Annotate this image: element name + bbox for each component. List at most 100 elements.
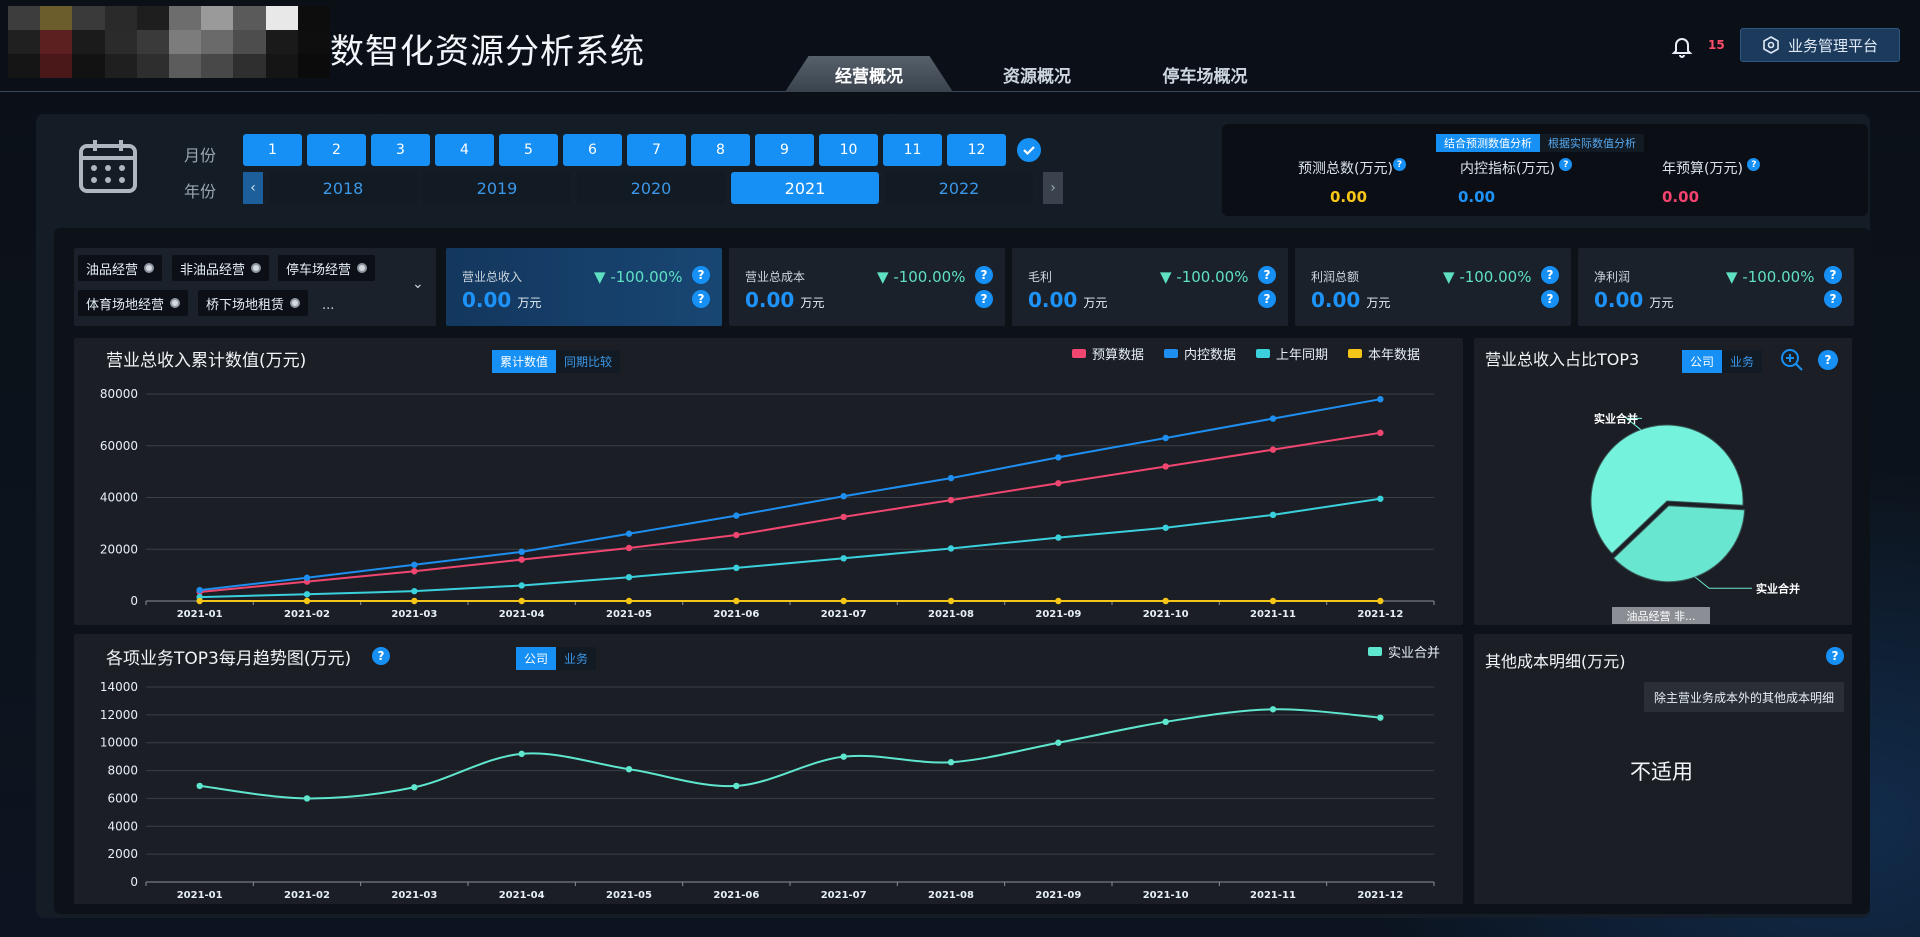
data-point[interactable] — [1055, 597, 1062, 605]
zoom-in-icon[interactable] — [1780, 348, 1804, 372]
data-point[interactable] — [196, 782, 203, 790]
data-point[interactable] — [303, 591, 311, 598]
data-point[interactable] — [1162, 524, 1169, 531]
data-point[interactable] — [947, 496, 955, 504]
help-icon[interactable]: ? — [1559, 158, 1573, 171]
confirm-check-button[interactable] — [1017, 138, 1041, 162]
help-icon[interactable]: ? — [1258, 266, 1276, 284]
data-point[interactable] — [1269, 415, 1277, 422]
data-point[interactable] — [1377, 495, 1384, 502]
legend-item[interactable]: 预算数据 — [1072, 344, 1144, 363]
data-point[interactable] — [947, 474, 955, 482]
data-point[interactable] — [947, 545, 955, 552]
bell-icon[interactable] — [1670, 34, 1694, 58]
help-icon[interactable]: ? — [975, 266, 993, 284]
data-point[interactable] — [1162, 718, 1169, 726]
data-point[interactable] — [303, 795, 311, 802]
legend-item[interactable]: 本年数据 — [1348, 344, 1420, 363]
help-icon[interactable]: ? — [1541, 290, 1559, 308]
data-point[interactable] — [947, 759, 955, 766]
data-point[interactable] — [303, 574, 311, 581]
help-icon[interactable]: ? — [372, 647, 390, 665]
data-point[interactable] — [733, 512, 740, 519]
help-icon[interactable]: ? — [1818, 350, 1838, 370]
filter-chip[interactable]: 停车场经营 — [278, 255, 376, 281]
data-point[interactable] — [518, 750, 525, 758]
data-point[interactable] — [840, 597, 847, 605]
chevron-left-icon[interactable]: ‹ — [243, 172, 263, 204]
data-point[interactable] — [625, 530, 633, 537]
data-point[interactable] — [411, 597, 418, 605]
data-point[interactable] — [625, 544, 633, 552]
month-button[interactable]: 10 — [819, 134, 878, 166]
data-point[interactable] — [196, 586, 203, 594]
data-point[interactable] — [1269, 511, 1277, 519]
toggle-business[interactable]: 业务 — [556, 647, 597, 670]
toggle-company[interactable]: 公司 — [1682, 350, 1723, 373]
toggle-yoy[interactable]: 同期比较 — [556, 350, 621, 373]
help-icon[interactable]: ? — [1826, 647, 1844, 665]
data-point[interactable] — [625, 765, 633, 773]
data-point[interactable] — [625, 597, 633, 605]
month-button[interactable]: 1 — [243, 134, 302, 166]
data-point[interactable] — [733, 564, 740, 572]
year-button[interactable]: 2020 — [577, 172, 725, 204]
tab-parking-overview[interactable]: 停车场概况 — [1162, 66, 1248, 87]
help-icon[interactable]: ? — [1541, 266, 1559, 284]
data-point[interactable] — [1377, 597, 1384, 605]
filter-chip[interactable]: 非油品经营 — [172, 255, 270, 281]
month-button[interactable]: 8 — [691, 134, 750, 166]
data-point[interactable] — [1162, 434, 1169, 442]
month-button[interactable]: 9 — [755, 134, 814, 166]
help-icon[interactable]: ? — [1747, 158, 1761, 171]
data-point[interactable] — [1162, 597, 1169, 605]
month-button[interactable]: 7 — [627, 134, 686, 166]
data-point[interactable] — [840, 555, 847, 562]
data-point[interactable] — [411, 568, 418, 575]
chevron-down-icon[interactable]: ⌄ — [412, 276, 424, 292]
kpi-card-gross-profit[interactable]: 毛利 0.00 万元 ▼ -100.00% ? ? — [1012, 248, 1288, 326]
help-icon[interactable]: ? — [975, 290, 993, 308]
legend-item[interactable]: 内控数据 — [1164, 344, 1236, 363]
help-icon[interactable]: ? — [1824, 290, 1842, 308]
month-button[interactable]: 3 — [371, 134, 430, 166]
data-point[interactable] — [1162, 463, 1169, 470]
data-point[interactable] — [1269, 706, 1277, 713]
kpi-card-cost[interactable]: 营业总成本 0.00 万元 ▼ -100.00% ? ? — [729, 248, 1005, 326]
help-icon[interactable]: ? — [1824, 266, 1842, 284]
month-button[interactable]: 12 — [947, 134, 1006, 166]
data-point[interactable] — [1377, 395, 1384, 403]
data-point[interactable] — [1055, 480, 1062, 487]
data-point[interactable] — [303, 597, 311, 605]
data-point[interactable] — [411, 784, 418, 791]
toggle-business[interactable]: 业务 — [1722, 350, 1763, 373]
year-button-selected[interactable]: 2021 — [731, 172, 879, 204]
data-point[interactable] — [840, 513, 847, 521]
data-point[interactable] — [840, 753, 847, 760]
pie-slice[interactable] — [1613, 505, 1746, 583]
forecast-mode-actual[interactable]: 根据实际数值分析 — [1540, 134, 1644, 152]
year-button[interactable]: 2018 — [269, 172, 417, 204]
data-point[interactable] — [518, 597, 525, 605]
legend-item[interactable]: 上年同期 — [1256, 344, 1328, 363]
data-point[interactable] — [196, 597, 203, 605]
kpi-card-revenue[interactable]: 营业总收入 0.00 万元 ▼ -100.00% ? ? — [446, 248, 722, 326]
data-point[interactable] — [733, 782, 740, 790]
filter-chip[interactable]: 体育场地经营 — [78, 290, 189, 316]
filter-chip[interactable]: 油品经营 — [78, 255, 163, 281]
month-button[interactable]: 5 — [499, 134, 558, 166]
data-point[interactable] — [1055, 454, 1062, 461]
help-icon[interactable]: ? — [692, 290, 710, 308]
data-point[interactable] — [947, 597, 955, 605]
data-point[interactable] — [840, 493, 847, 500]
help-icon[interactable]: ? — [692, 266, 710, 284]
data-point[interactable] — [411, 587, 418, 595]
data-point[interactable] — [1055, 534, 1062, 541]
data-point[interactable] — [518, 582, 525, 589]
data-point[interactable] — [1055, 739, 1062, 746]
tab-resource-overview[interactable]: 资源概况 — [1003, 66, 1071, 87]
help-icon[interactable]: ? — [1392, 158, 1406, 171]
year-button[interactable]: 2022 — [885, 172, 1033, 204]
month-button[interactable]: 2 — [307, 134, 366, 166]
data-point[interactable] — [733, 597, 740, 605]
